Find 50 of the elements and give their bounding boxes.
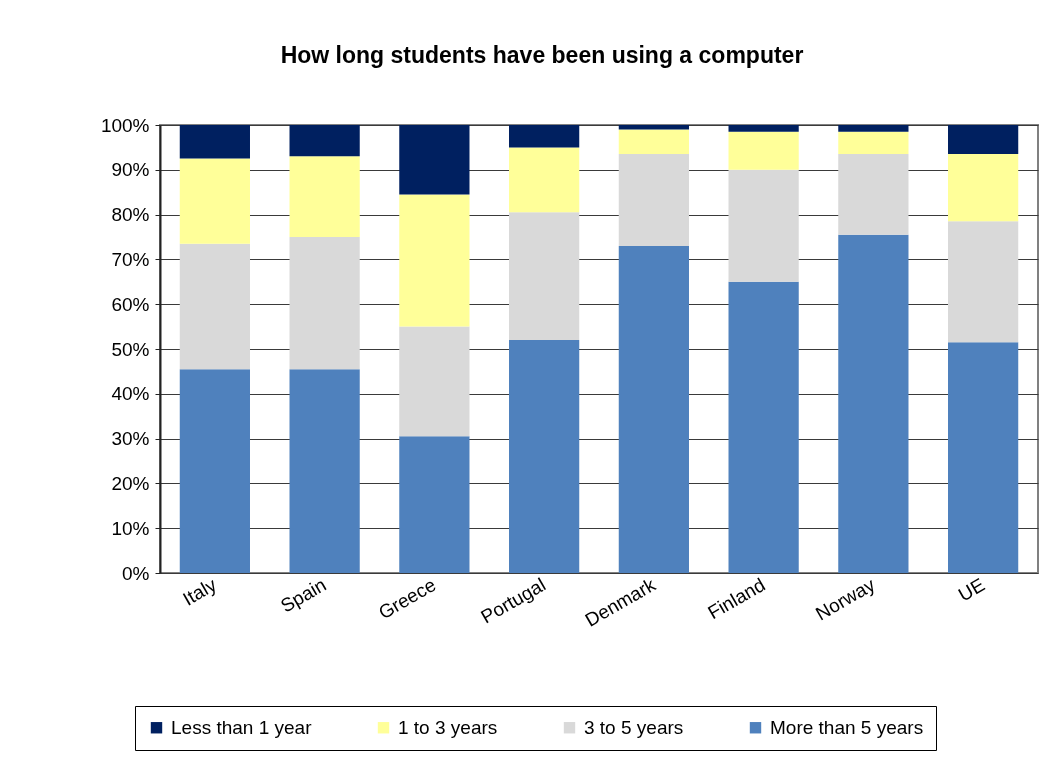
bar (618, 129, 689, 155)
y-tick-label: 0% (122, 562, 150, 584)
y-tick-label: 50% (111, 338, 150, 360)
y-tick-label: 40% (111, 383, 150, 405)
bar (179, 369, 250, 573)
bar (948, 221, 1019, 343)
y-tick-label: 30% (111, 428, 150, 450)
bar (838, 234, 909, 573)
bar (838, 131, 909, 155)
bar (179, 125, 250, 159)
bar (728, 169, 799, 282)
bar (948, 125, 1019, 155)
legend-label: 1 to 3 years (398, 716, 498, 738)
legend-label: 3 to 5 years (584, 716, 684, 738)
bar (728, 281, 799, 573)
bar (179, 158, 250, 244)
bar (509, 212, 580, 341)
y-tick-label: 20% (111, 472, 150, 494)
chart-title: How long students have been using a computer (280, 42, 804, 68)
bar (618, 154, 689, 246)
bar (509, 147, 580, 213)
bar (838, 154, 909, 235)
bar (399, 326, 470, 437)
bar (948, 154, 1019, 222)
legend-label: More than 5 years (770, 716, 924, 738)
y-tick-label: 10% (111, 517, 150, 539)
x-tick-label: Italy (179, 573, 221, 610)
bar (838, 125, 909, 132)
bar (728, 125, 799, 132)
bar (399, 436, 470, 573)
y-tick-label: 80% (111, 204, 150, 226)
bar (289, 156, 360, 237)
bar (509, 125, 580, 148)
bar (399, 125, 470, 195)
bar (289, 237, 360, 370)
y-tick-label: 100% (100, 114, 150, 136)
bar (179, 243, 250, 370)
bar (289, 369, 360, 573)
y-tick-label: 90% (111, 159, 150, 181)
bar (728, 131, 799, 170)
x-tick-label: Spain (277, 573, 330, 617)
bar (509, 340, 580, 573)
bar (289, 125, 360, 157)
bar (948, 342, 1019, 573)
x-tick-label: UE (954, 573, 989, 606)
bar (399, 194, 470, 327)
y-tick-label: 70% (111, 248, 150, 270)
y-tick-label: 60% (111, 293, 150, 315)
legend-label: Less than 1 year (171, 716, 313, 738)
bar (618, 245, 689, 573)
